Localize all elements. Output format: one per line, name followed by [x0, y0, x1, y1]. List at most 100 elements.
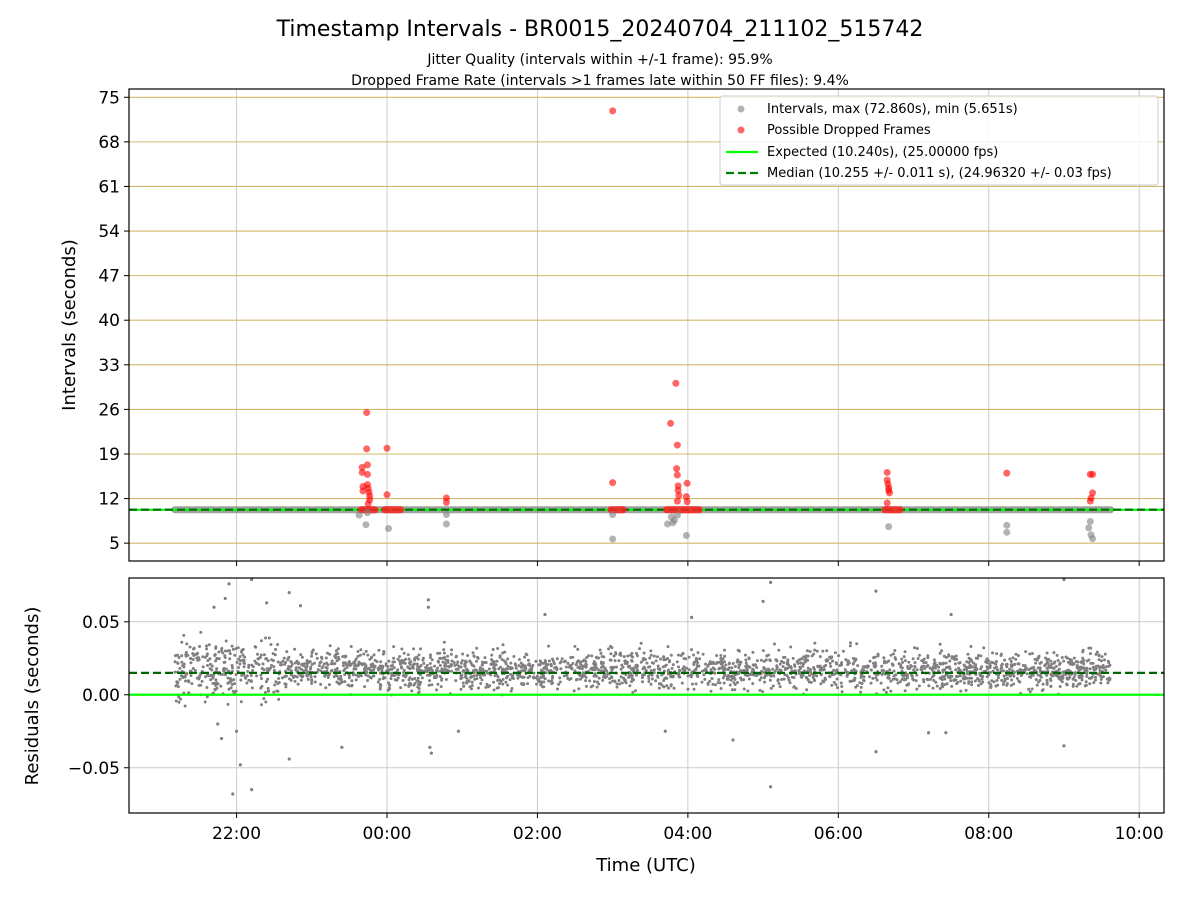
residual-point [178, 677, 182, 681]
dropped-frame-point [672, 379, 680, 387]
residual-point [447, 665, 451, 669]
residual-point [259, 639, 263, 643]
residual-point [626, 665, 630, 669]
residual-point [892, 674, 896, 678]
residual-point [639, 660, 643, 664]
residual-point [359, 648, 363, 652]
residual-point [195, 656, 199, 660]
residual-point [788, 681, 792, 685]
residual-point [891, 677, 895, 681]
residual-point [1081, 656, 1085, 660]
residual-point [837, 654, 841, 658]
residual-point [196, 658, 200, 662]
residual-point [201, 665, 205, 669]
interval-point [682, 532, 690, 540]
residual-point [823, 676, 827, 680]
residual-point [387, 659, 391, 663]
residual-point [974, 666, 978, 670]
residual-point [786, 661, 790, 665]
residual-point [1071, 682, 1075, 686]
residual-point [541, 661, 545, 665]
residual-point [483, 656, 487, 660]
residual-point [356, 650, 360, 654]
residual-point [875, 678, 879, 682]
residual-point [200, 679, 204, 683]
residual-point [821, 679, 825, 683]
residual-point [887, 673, 891, 677]
residual-point [442, 648, 446, 652]
residual-point [198, 644, 202, 648]
residual-point [689, 648, 693, 652]
residual-point [893, 648, 897, 652]
residual-point [1092, 681, 1096, 685]
residual-point [253, 659, 257, 663]
residual-point [363, 662, 367, 666]
residual-point [284, 685, 288, 689]
residual-point [187, 679, 191, 683]
residual-point [526, 658, 530, 662]
residual-point [490, 663, 494, 667]
residual-point [1047, 664, 1051, 668]
residual-point [470, 684, 474, 688]
residual-point [955, 657, 959, 661]
residual-point [199, 630, 203, 634]
residual-point [201, 655, 205, 659]
residual-point [299, 667, 303, 671]
residual-point [366, 653, 370, 657]
residual-point [710, 677, 714, 681]
residual-point [493, 663, 497, 667]
residual-point [955, 682, 959, 686]
residual-point [441, 660, 445, 664]
residual-point [584, 684, 588, 688]
residual-point [806, 658, 810, 662]
residual-point [191, 651, 195, 655]
residual-point [863, 665, 867, 669]
residual-point [408, 681, 412, 685]
residual-point [746, 674, 750, 678]
residual-point [521, 676, 525, 680]
residual-point [1074, 678, 1078, 682]
residual-point [424, 666, 428, 670]
residual-point [401, 678, 405, 682]
residual-point [396, 657, 400, 661]
residual-point [758, 688, 762, 692]
residual-point [299, 653, 303, 657]
residual-point [1016, 654, 1020, 658]
residual-point [302, 669, 306, 673]
residual-point [768, 658, 772, 662]
residual-point [729, 678, 733, 682]
residual-point [504, 662, 508, 666]
residual-point [495, 686, 499, 690]
residual-point [364, 649, 368, 653]
residual-point [717, 667, 721, 671]
x-axis-label: Time (UTC) [595, 855, 696, 876]
residual-point [575, 677, 579, 681]
residual-point [404, 657, 408, 661]
residual-point [222, 669, 226, 673]
residual-point [1106, 681, 1110, 685]
residual-point [466, 654, 470, 658]
residual-point [666, 668, 670, 672]
residual-point [762, 666, 766, 670]
residual-point [503, 650, 507, 654]
residual-point [378, 664, 382, 668]
interval-point [609, 535, 617, 543]
residual-point [804, 675, 808, 679]
residual-point [815, 674, 819, 678]
residual-point [597, 668, 601, 672]
residual-point [257, 657, 261, 661]
residual-outlier-point [287, 590, 291, 595]
residual-point [364, 671, 368, 675]
residual-point [1045, 678, 1049, 682]
residual-point [647, 676, 651, 680]
residual-point [967, 680, 971, 684]
residual-point [1088, 652, 1092, 656]
residual-point [1053, 673, 1057, 677]
residual-point [206, 663, 210, 667]
residual-point [758, 678, 762, 682]
residual-point [605, 669, 609, 673]
residual-point [509, 661, 513, 665]
residual-point [1041, 682, 1045, 686]
residual-outlier-point [690, 615, 694, 620]
intervals-y-tick-label: 19 [98, 445, 120, 465]
